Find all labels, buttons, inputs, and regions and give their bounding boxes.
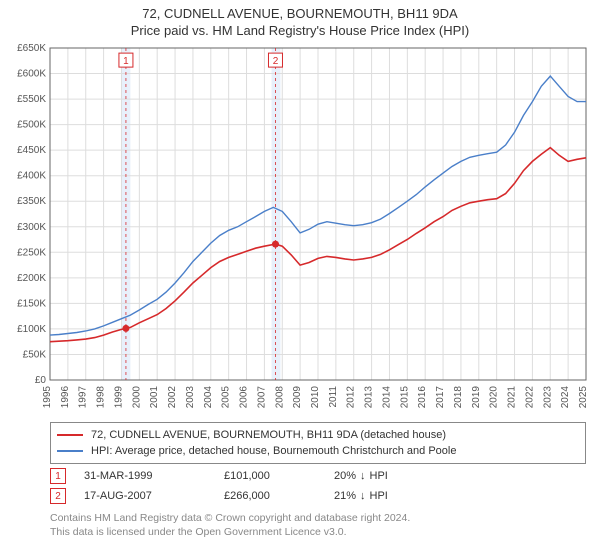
title-subtitle: Price paid vs. HM Land Registry's House … (0, 23, 600, 40)
legend-swatch-property (57, 434, 83, 436)
svg-text:2022: 2022 (524, 386, 535, 409)
svg-text:2015: 2015 (399, 386, 410, 409)
svg-text:£100K: £100K (17, 324, 46, 335)
svg-text:2018: 2018 (453, 386, 464, 409)
svg-text:2013: 2013 (364, 386, 375, 409)
svg-text:2002: 2002 (167, 386, 178, 409)
svg-text:2: 2 (273, 56, 279, 67)
sale-marker-1: 1 (50, 468, 66, 484)
svg-text:£650K: £650K (17, 43, 46, 54)
svg-text:£200K: £200K (17, 273, 46, 284)
svg-text:1996: 1996 (60, 386, 71, 409)
svg-text:2025: 2025 (578, 386, 589, 409)
svg-text:£550K: £550K (17, 94, 46, 105)
sale-marker-2: 2 (50, 488, 66, 504)
svg-text:£50K: £50K (23, 349, 47, 360)
svg-text:£300K: £300K (17, 222, 46, 233)
svg-text:£600K: £600K (17, 69, 46, 80)
legend-box: 72, CUDNELL AVENUE, BOURNEMOUTH, BH11 9D… (50, 422, 586, 464)
sale-delta-1: 20% ↓ HPI (334, 470, 414, 482)
legend-item-property: 72, CUDNELL AVENUE, BOURNEMOUTH, BH11 9D… (57, 427, 579, 443)
title-address: 72, CUDNELL AVENUE, BOURNEMOUTH, BH11 9D… (0, 6, 600, 23)
svg-text:2016: 2016 (417, 386, 428, 409)
svg-text:2024: 2024 (560, 386, 571, 409)
svg-text:£150K: £150K (17, 298, 46, 309)
svg-text:2000: 2000 (131, 386, 142, 409)
legend-swatch-hpi (57, 450, 83, 452)
svg-text:2007: 2007 (256, 386, 267, 409)
svg-text:£450K: £450K (17, 145, 46, 156)
sale-row-1: 1 31-MAR-1999 £101,000 20% ↓ HPI (50, 466, 586, 486)
title-block: 72, CUDNELL AVENUE, BOURNEMOUTH, BH11 9D… (0, 0, 600, 40)
chart-svg: £0£50K£100K£150K£200K£250K£300K£350K£400… (50, 48, 586, 410)
footer-line1: Contains HM Land Registry data © Crown c… (50, 512, 586, 526)
footer-line2: This data is licensed under the Open Gov… (50, 526, 586, 540)
chart-plot: £0£50K£100K£150K£200K£250K£300K£350K£400… (50, 48, 586, 410)
svg-text:2010: 2010 (310, 386, 321, 409)
svg-text:2011: 2011 (328, 386, 339, 408)
svg-text:2006: 2006 (239, 386, 250, 409)
svg-text:2003: 2003 (185, 386, 196, 409)
arrow-down-icon: ↓ (360, 470, 366, 482)
svg-text:£350K: £350K (17, 196, 46, 207)
svg-text:1999: 1999 (113, 386, 124, 409)
sale-date-1: 31-MAR-1999 (84, 470, 224, 482)
sales-table: 1 31-MAR-1999 £101,000 20% ↓ HPI 2 17-AU… (50, 466, 586, 506)
svg-text:2023: 2023 (542, 386, 553, 409)
svg-text:2008: 2008 (274, 386, 285, 409)
svg-text:2012: 2012 (346, 386, 357, 409)
sale-date-2: 17-AUG-2007 (84, 490, 224, 502)
svg-text:2017: 2017 (435, 386, 446, 409)
svg-text:£250K: £250K (17, 247, 46, 258)
svg-text:1: 1 (123, 56, 129, 67)
svg-text:£500K: £500K (17, 120, 46, 131)
svg-text:2001: 2001 (149, 386, 160, 409)
svg-text:2021: 2021 (507, 386, 518, 409)
svg-text:2019: 2019 (471, 386, 482, 409)
legend-label-hpi: HPI: Average price, detached house, Bour… (91, 445, 456, 457)
arrow-down-icon: ↓ (360, 490, 366, 502)
chart-container: 72, CUDNELL AVENUE, BOURNEMOUTH, BH11 9D… (0, 0, 600, 560)
sale-delta-2: 21% ↓ HPI (334, 490, 414, 502)
svg-text:2014: 2014 (381, 386, 392, 409)
svg-text:2005: 2005 (221, 386, 232, 409)
svg-text:1997: 1997 (78, 386, 89, 409)
sale-price-1: £101,000 (224, 470, 334, 482)
legend-label-property: 72, CUDNELL AVENUE, BOURNEMOUTH, BH11 9D… (91, 429, 446, 441)
legend-item-hpi: HPI: Average price, detached house, Bour… (57, 443, 579, 459)
footer-copyright: Contains HM Land Registry data © Crown c… (50, 512, 586, 539)
svg-text:1995: 1995 (42, 386, 53, 409)
svg-text:2020: 2020 (489, 386, 500, 409)
svg-text:2009: 2009 (292, 386, 303, 409)
svg-text:2004: 2004 (203, 386, 214, 409)
svg-text:1998: 1998 (96, 386, 107, 409)
svg-text:£0: £0 (35, 375, 47, 386)
sale-row-2: 2 17-AUG-2007 £266,000 21% ↓ HPI (50, 486, 586, 506)
svg-text:£400K: £400K (17, 171, 46, 182)
sale-price-2: £266,000 (224, 490, 334, 502)
